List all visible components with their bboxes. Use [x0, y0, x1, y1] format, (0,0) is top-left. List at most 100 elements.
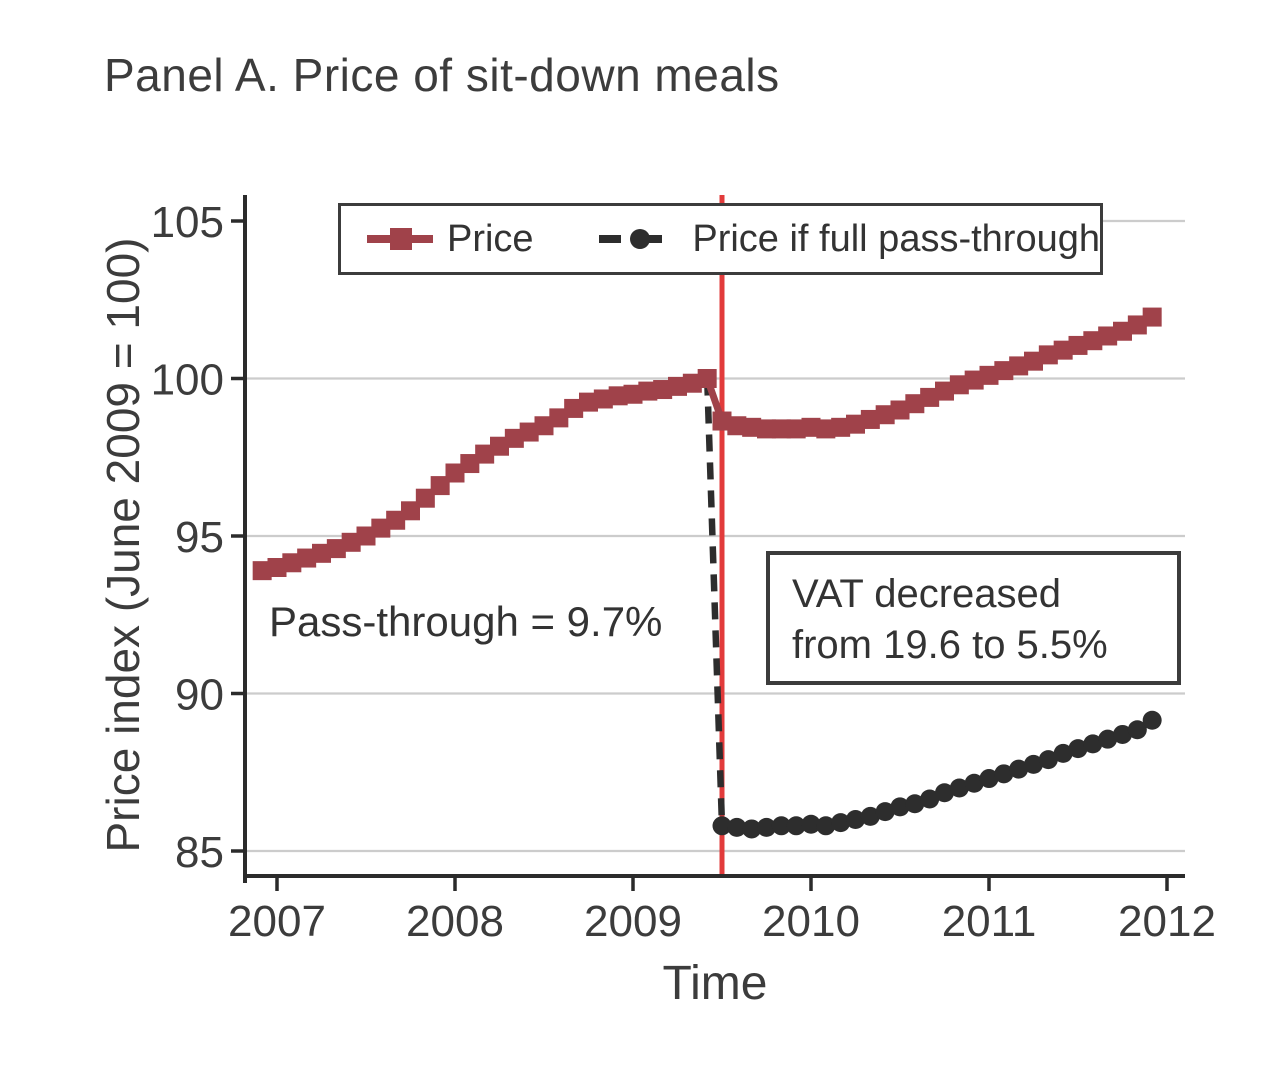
x-tick-label: 2009	[584, 897, 682, 946]
y-tick-label: 90	[175, 671, 224, 720]
price-series-marker	[816, 419, 836, 439]
price-series-marker	[682, 373, 702, 393]
counterfactual-series-marker	[1009, 759, 1029, 779]
legend-price-label: Price	[446, 217, 534, 260]
price-series-marker	[1142, 307, 1162, 327]
price-series-marker	[1113, 321, 1132, 341]
price-series-marker	[593, 389, 613, 409]
counterfactual-series-marker	[1068, 739, 1088, 759]
price-series-marker	[1024, 351, 1043, 371]
price-series-marker	[786, 419, 806, 439]
price-series-marker	[1068, 335, 1088, 355]
price-series-marker	[831, 417, 851, 437]
price-series-marker	[742, 417, 762, 437]
price-series-marker	[1127, 315, 1147, 335]
x-tick-label: 2010	[762, 897, 860, 946]
counterfactual-series-marker	[831, 813, 851, 833]
counterfactual-series-marker	[1083, 734, 1103, 754]
price-series-marker	[1083, 331, 1103, 351]
price-series-marker	[564, 398, 584, 418]
price-series-marker	[252, 561, 272, 581]
pass-through-annotation: Pass-through = 9.7%	[269, 598, 663, 645]
counterfactual-series-marker	[920, 789, 940, 809]
price-series-marker	[846, 414, 865, 434]
price-series-marker	[267, 558, 287, 577]
counterfactual-series-marker	[1142, 710, 1162, 730]
vat-annotation-box: VAT decreased from 19.6 to 5.5%	[766, 551, 1181, 685]
counterfactual-series-marker	[890, 797, 910, 817]
counterfactual-series-marker	[949, 778, 969, 798]
counterfactual-series-marker	[1053, 743, 1073, 763]
counterfactual-series-marker	[979, 769, 999, 789]
y-tick-label: 85	[175, 828, 224, 877]
x-tick-label: 2012	[1118, 897, 1216, 946]
price-series-marker	[282, 553, 302, 573]
price-series-marker	[504, 428, 524, 448]
price-series-marker	[1053, 340, 1073, 360]
x-tick-label: 2007	[228, 897, 326, 946]
price-series-marker	[920, 387, 940, 407]
price-series-marker	[712, 411, 732, 431]
price-series-marker	[608, 386, 628, 406]
price-series-marker	[860, 409, 880, 429]
price-series-marker	[371, 518, 391, 538]
price-series-marker	[771, 419, 791, 439]
price-series-marker	[430, 476, 450, 496]
price-series-marker	[935, 381, 954, 401]
counterfactual-series-marker	[727, 817, 747, 837]
price-series-marker	[549, 408, 569, 428]
price-series-marker	[356, 526, 376, 546]
price-series-marker	[801, 417, 821, 437]
price-series-marker	[312, 543, 331, 563]
counterfactual-series-marker	[1113, 724, 1132, 744]
price-series-marker	[445, 463, 465, 483]
price-series-swatch-icon	[367, 228, 433, 250]
chart-title: Panel A. Price of sit-down meals	[104, 49, 780, 101]
counterfactual-series-marker	[786, 816, 806, 836]
price-series-marker	[415, 488, 435, 508]
counterfactual-series-marker	[1127, 720, 1147, 740]
counterfactual-series-marker	[1024, 754, 1043, 774]
price-series-marker	[341, 532, 361, 552]
price-series-marker	[1009, 356, 1029, 376]
price-series-marker	[519, 422, 539, 442]
price-series-marker	[890, 400, 910, 420]
x-axis-label: Time	[662, 957, 768, 1010]
vat-annotation-line2: from 19.6 to 5.5%	[792, 623, 1108, 667]
price-series-marker	[653, 380, 673, 400]
price-series-marker	[1038, 345, 1058, 365]
price-series-marker	[875, 405, 895, 425]
counterfactual-series-marker	[742, 819, 762, 839]
price-series-marker	[949, 375, 969, 395]
price-series-marker	[297, 548, 317, 568]
price-series-marker	[534, 416, 554, 436]
counterfactual-series-marker	[712, 816, 732, 836]
price-series-marker	[697, 369, 717, 388]
y-tick-label: 95	[175, 513, 224, 562]
price-series-marker	[579, 392, 598, 412]
counterfactual-series-marker	[816, 816, 836, 836]
counterfactual-series-marker	[801, 814, 821, 834]
counterfactual-series-marker	[771, 816, 791, 836]
price-series-marker	[401, 501, 420, 521]
price-series-marker	[1098, 326, 1118, 346]
counterfactual-series-marker	[1098, 729, 1118, 749]
counterfactual-series-marker	[757, 817, 776, 837]
counterfactual-series-marker	[994, 764, 1014, 784]
price-series-marker	[727, 416, 747, 436]
y-axis-label: Price index (June 2009 = 100)	[97, 237, 149, 853]
price-series-marker	[475, 444, 495, 464]
counterfactual-series-marker	[860, 806, 880, 826]
price-series-marker	[623, 384, 643, 404]
legend: Price Price if full pass-through	[338, 203, 1103, 275]
y-tick-label: 100	[151, 356, 224, 405]
price-series-marker	[905, 394, 925, 414]
price-series-marker	[386, 510, 406, 530]
counterfactual-series-marker	[964, 773, 984, 793]
price-series-marker	[994, 361, 1014, 381]
price-series-marker	[757, 419, 776, 439]
legend-passthrough-label: Price if full pass-through	[692, 217, 1100, 260]
counterfactual-series-marker	[935, 783, 954, 803]
